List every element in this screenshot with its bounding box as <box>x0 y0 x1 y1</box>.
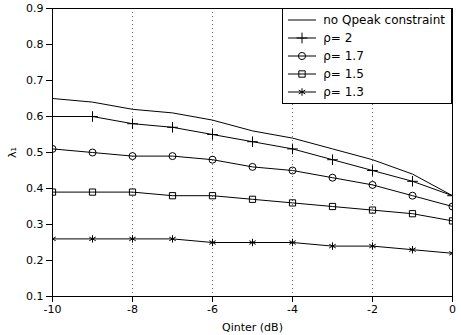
html-text:ρ= 1.3: ρ= 1.3 <box>323 85 364 99</box>
svg-text:0.8: 0.8 <box>26 38 44 51</box>
html-text:no Qpeak constraint: no Qpeak constraint <box>323 13 445 27</box>
svg-text:-8: -8 <box>127 303 138 316</box>
svg-text:0.5: 0.5 <box>26 146 44 159</box>
svg-text:0.7: 0.7 <box>26 74 44 87</box>
html-text:ρ= 1.7: ρ= 1.7 <box>323 49 364 63</box>
svg-text:0.2: 0.2 <box>26 254 44 267</box>
svg-text:-4: -4 <box>287 303 298 316</box>
svg-text:λ₁: λ₁ <box>6 147 19 158</box>
svg-text:-10: -10 <box>44 303 62 316</box>
svg-text:Qinter (dB): Qinter (dB) <box>222 321 283 334</box>
html-text:ρ= 1.5: ρ= 1.5 <box>323 67 364 81</box>
svg-text:0.1: 0.1 <box>26 290 44 303</box>
html-text:ρ= 2: ρ= 2 <box>323 31 353 45</box>
svg-text:0.4: 0.4 <box>26 182 44 195</box>
svg-text:0: 0 <box>449 303 456 316</box>
svg-text:-6: -6 <box>207 303 218 316</box>
svg-text:0.3: 0.3 <box>26 218 44 231</box>
svg-text:0.9: 0.9 <box>26 2 44 15</box>
svg-text:0.6: 0.6 <box>26 110 44 123</box>
svg-text:-2: -2 <box>367 303 378 316</box>
